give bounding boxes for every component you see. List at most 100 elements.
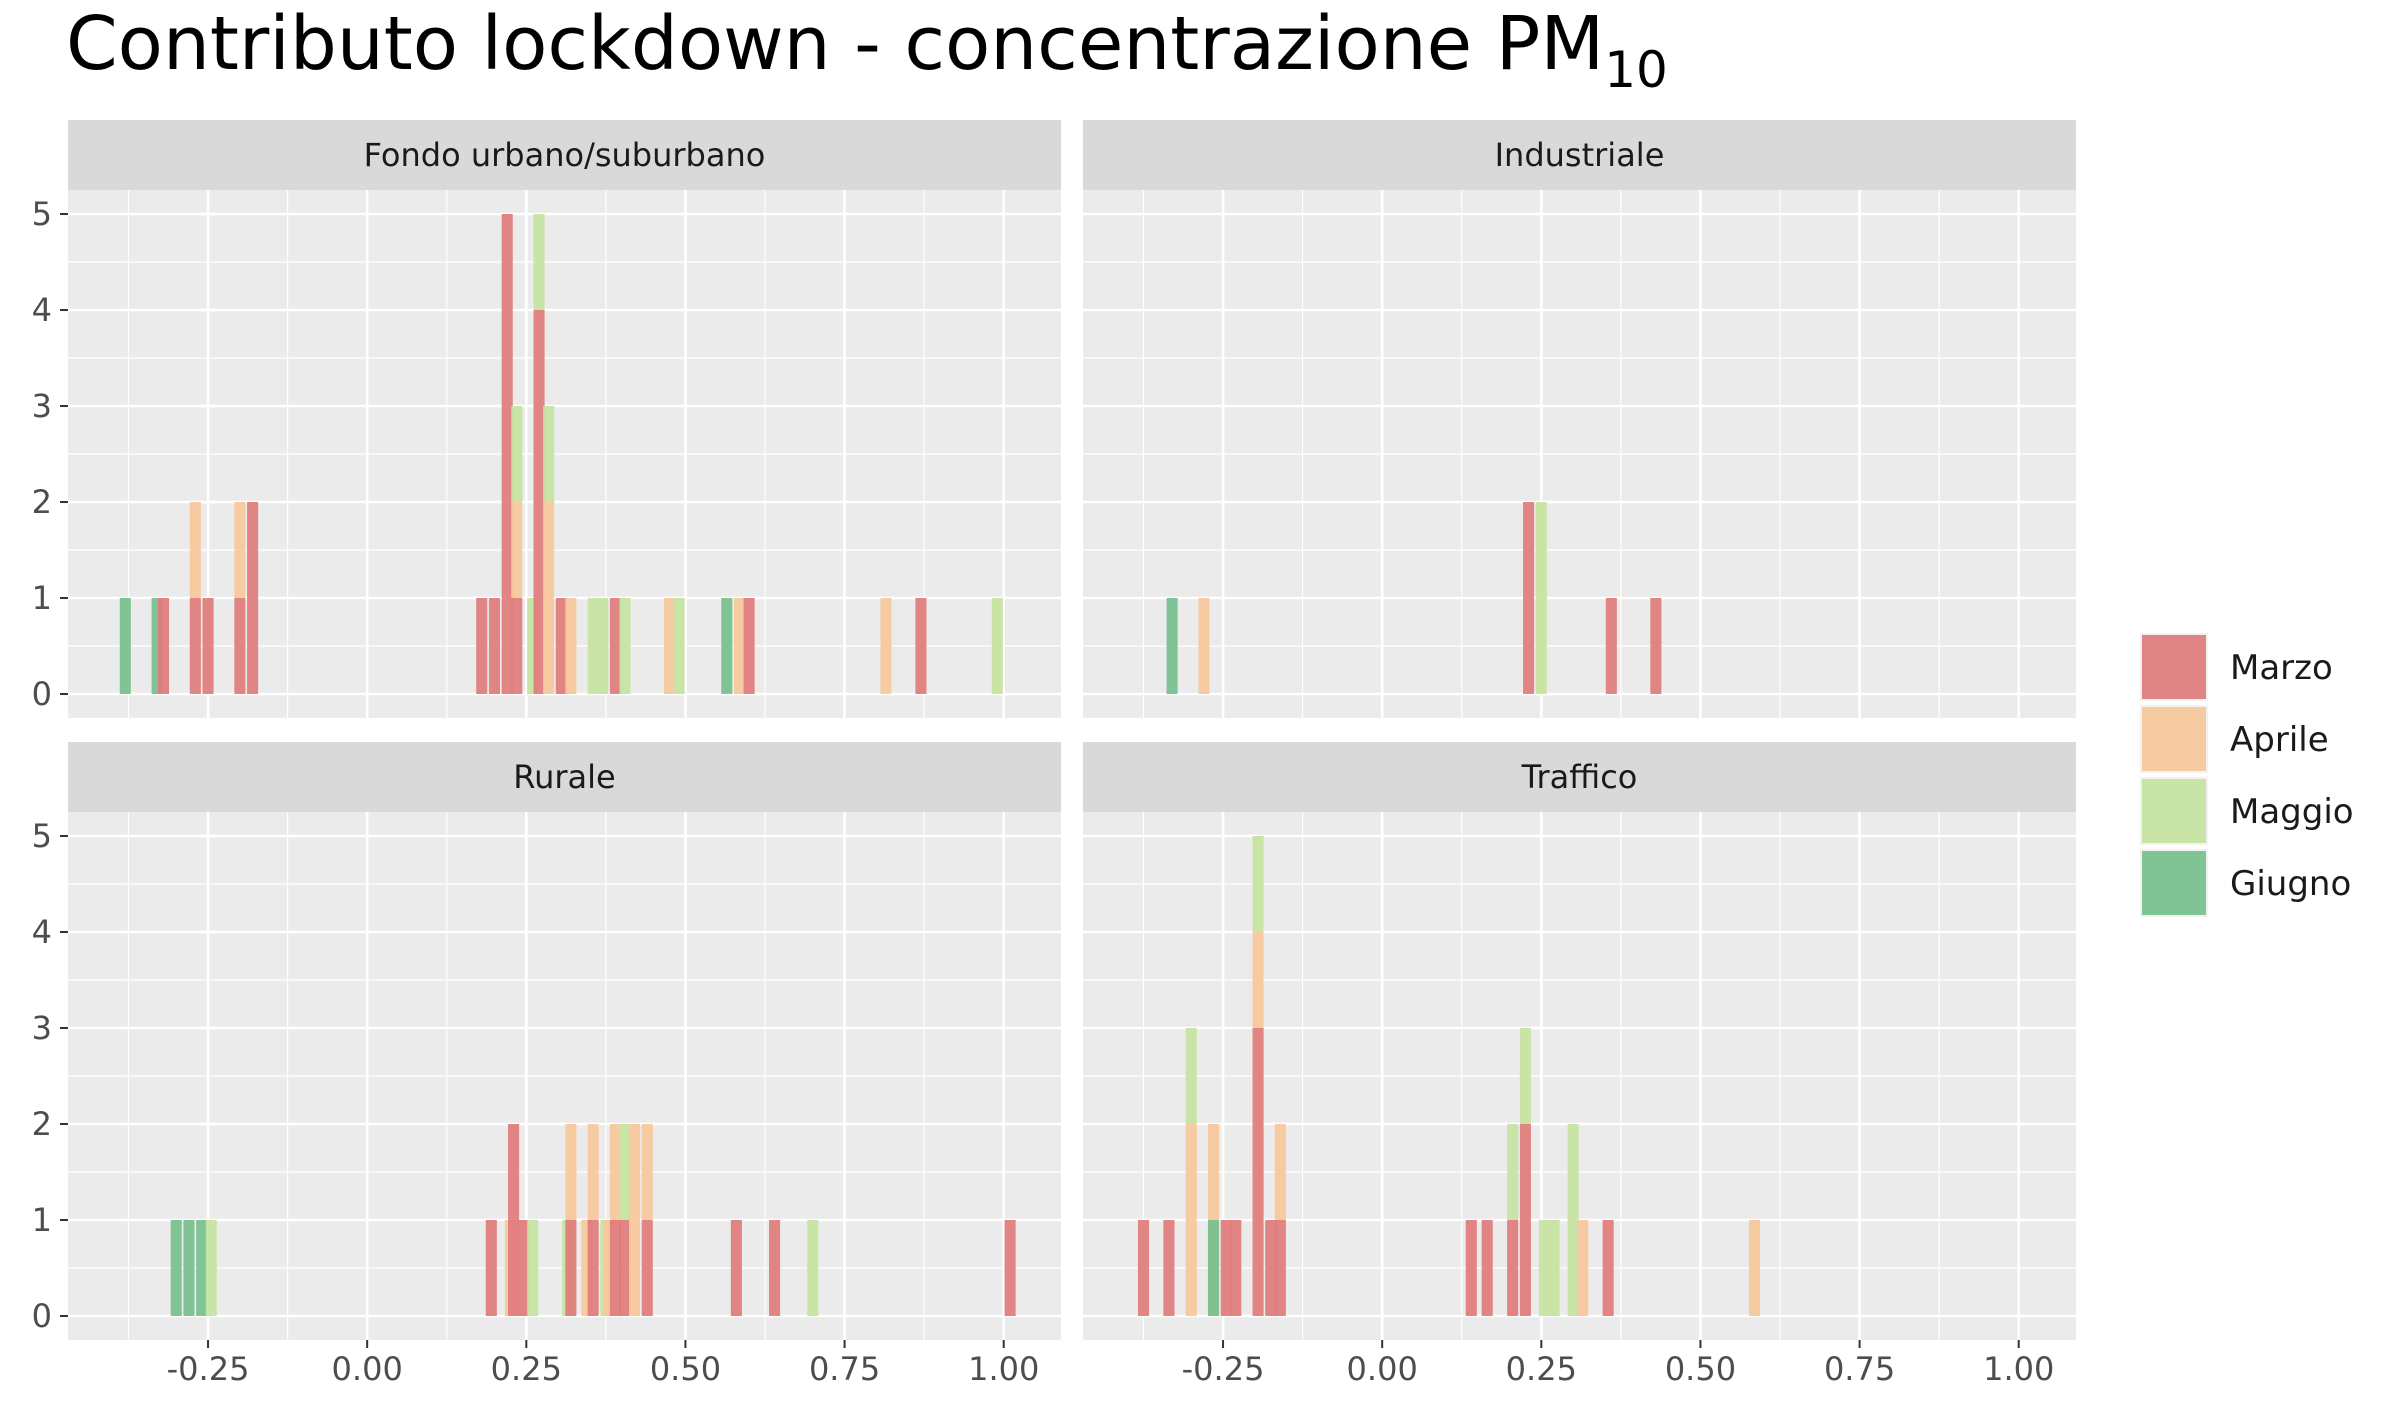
histogram-bar-marzo [609,1220,621,1316]
histogram-bar-marzo [501,214,513,694]
histogram-bar-maggio [511,406,523,502]
histogram-bar-marzo [1507,1220,1519,1316]
chart-title-subscript: 10 [1604,41,1668,99]
histogram-bar-marzo [508,1124,520,1316]
x-tick-label: 0.00 [1347,1350,1418,1388]
histogram-bar-maggio [1535,502,1547,694]
histogram-bar-marzo [157,598,170,694]
histogram-bar-maggio [619,598,631,694]
histogram-bar-marzo [555,598,567,694]
histogram-bar-marzo [533,310,545,694]
histogram-bar-marzo [641,1220,653,1316]
histogram-bar-maggio [807,1220,819,1316]
histogram-bar-marzo [769,1220,781,1316]
histogram-bar-giugno [151,598,163,694]
y-tick-label: 3 [32,387,52,425]
legend-swatch-maggio [2142,779,2206,843]
legend-label: Aprile [2230,720,2329,760]
x-tick-label: 0.25 [1506,1350,1577,1388]
histogram-bar-aprile [1185,1124,1197,1316]
histogram-bar-marzo [476,598,488,694]
panel-fondo-urbano-suburbano: Fondo urbano/suburbano 0 1 2 3 4 5 [32,120,1061,718]
histogram-bar-aprile [880,598,892,694]
histogram-bar-maggio [1548,1220,1560,1316]
x-tick-label: -0.25 [167,1350,250,1388]
legend-label: Marzo [2230,648,2333,688]
legend: Marzo Aprile Maggio Giugno [2140,633,2354,917]
panel-strip [1083,120,2076,190]
histogram-bar-marzo [1265,1220,1277,1316]
histogram-bar-marzo [1650,598,1662,694]
histogram-bar-maggio [619,1124,631,1220]
histogram-bar-marzo [1163,1220,1175,1316]
histogram-bar-marzo [1137,1220,1150,1316]
x-tick-label: 0.50 [1665,1350,1736,1388]
y-tick-label: 1 [32,1201,52,1239]
histogram-bar-marzo [1004,1220,1016,1316]
x-tick-label: 0.75 [1824,1350,1895,1388]
histogram-bar-marzo [565,1220,577,1316]
histogram-bar-marzo [1252,1028,1264,1316]
histogram-bar-maggio [527,598,539,694]
histogram-bar-maggio [587,598,599,694]
histogram-bar-marzo [247,502,259,694]
histogram-bar-marzo [743,598,755,694]
histogram-bar-maggio [543,406,555,502]
panel-title: Traffico [1521,758,1638,796]
histogram-bar-giugno [170,1220,182,1316]
histogram-bar-marzo [1605,598,1617,694]
x-tick-label: 0.25 [491,1350,562,1388]
histogram-bar-maggio [527,1220,539,1316]
histogram-bar-maggio [533,214,545,310]
histogram-bar-aprile [628,1124,641,1316]
histogram-bar-aprile [587,1124,599,1220]
histogram-bar-aprile [663,598,676,694]
histogram-bar-giugno [1207,1220,1220,1316]
histogram-bar-aprile [609,1124,621,1220]
panel-strip [68,742,1061,812]
panel-title: Industriale [1495,136,1665,174]
histogram-bar-maggio [991,598,1003,694]
histogram-bar-maggio [1507,1124,1519,1220]
histogram-bar-marzo [619,1220,631,1316]
legend-swatch-giugno [2142,851,2206,915]
x-tick-label: -0.25 [1182,1350,1265,1388]
y-tick-label: 5 [32,817,52,855]
panel-rurale: Rurale 0 1 2 3 4 5 -0.25 0.00 0.25 0.50 0.75 1.00 [32,742,1061,1388]
histogram-bar-giugno [196,1220,208,1316]
histogram-bar-maggio [597,598,609,694]
panel-strip [68,120,1061,190]
histogram-bar-marzo [609,598,621,694]
histogram-bar-giugno [183,1220,195,1316]
histogram-bar-giugno [721,598,733,694]
x-tick-label: 1.00 [1983,1350,2054,1388]
histogram-bar-giugno [1166,598,1178,694]
histogram-bar-marzo [1519,1124,1531,1316]
histogram-bar-marzo [1274,1220,1286,1316]
histogram-bar-aprile [1252,932,1264,1028]
histogram-bar-marzo [517,1220,529,1316]
histogram-bar-aprile [641,1124,653,1220]
histogram-bar-marzo [1481,1220,1493,1316]
histogram-bar-marzo [1602,1220,1614,1316]
y-tick-label: 0 [32,1297,52,1335]
histogram-bar-maggio [1252,836,1264,932]
x-tick-label: 0.75 [809,1350,880,1388]
histogram-bar-aprile [734,598,746,694]
histogram-bar-aprile [565,598,577,694]
histogram-bar-marzo [511,598,523,694]
histogram-bar-aprile [603,1220,615,1316]
panel-traffico: Traffico -0.25 0.00 0.25 0.50 0.75 1.00 [1083,742,2076,1388]
y-tick-label: 2 [32,483,52,521]
histogram-bar-maggio [1519,1028,1531,1124]
histogram-bar-marzo [915,598,927,694]
histogram-bar-aprile [511,502,523,598]
histogram-bar-marzo [488,598,501,694]
histogram-bar-marzo [1220,1220,1232,1316]
y-tick-label: 3 [32,1009,52,1047]
histogram-bar-maggio [673,598,685,694]
histogram-bar-aprile [189,502,201,598]
histogram-bar-aprile [543,502,555,694]
y-tick-label: 2 [32,1105,52,1143]
